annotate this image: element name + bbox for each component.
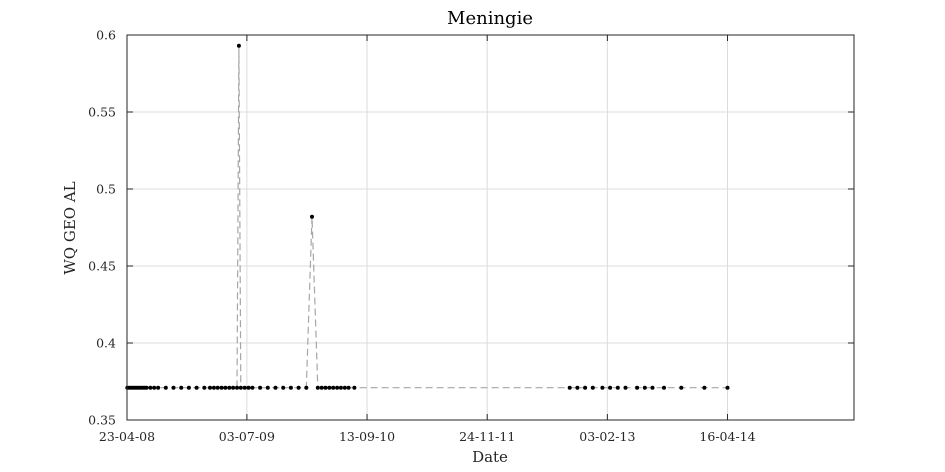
axis-ticks: 23-04-08 03-07-09 13-09-10 24-11-11 03-02-13… (88, 28, 854, 444)
data-point (211, 385, 216, 390)
y-tick-label: 0.4 (96, 336, 116, 351)
data-point (608, 385, 613, 390)
data-point (327, 385, 332, 390)
data-point (235, 385, 239, 390)
x-tick-label: 23-04-08 (99, 429, 155, 444)
data-point (679, 385, 684, 390)
data-point (236, 43, 241, 48)
data-point (650, 385, 655, 390)
data-point (246, 385, 251, 390)
x-tick-label: 16-04-14 (699, 429, 755, 444)
x-tick-label: 03-07-09 (219, 429, 275, 444)
data-point (194, 385, 199, 390)
data-point (623, 385, 628, 390)
data-point (304, 385, 309, 390)
data-point (273, 385, 278, 390)
data-point (179, 385, 184, 390)
data-point (202, 385, 207, 390)
data-point (250, 385, 255, 390)
data-point (227, 385, 232, 390)
data-point (567, 385, 572, 390)
data-point (238, 385, 243, 390)
data-point (635, 385, 640, 390)
data-point (219, 385, 224, 390)
grid (126, 34, 854, 421)
data-point (258, 385, 263, 390)
data-point (590, 385, 595, 390)
data-point (281, 385, 286, 390)
data-point (725, 385, 730, 390)
data-point (310, 214, 314, 219)
data-point (575, 385, 580, 390)
data-point (346, 385, 351, 390)
data-point (615, 385, 620, 390)
plot-area-frame (126, 34, 855, 421)
data-point (338, 385, 343, 390)
data-point (171, 385, 176, 390)
data-point (242, 385, 247, 390)
chart-title: Meningie (447, 8, 533, 29)
data-point (288, 385, 293, 390)
data-point (319, 385, 324, 390)
data-point (215, 385, 220, 390)
data-point (223, 385, 228, 390)
y-tick-label: 0.55 (88, 105, 116, 120)
y-tick-label: 0.5 (96, 182, 116, 197)
data-point (642, 385, 647, 390)
data-point (335, 385, 340, 390)
series-line (127, 45, 728, 389)
y-tick-label: 0.45 (88, 259, 116, 274)
data-point (662, 385, 666, 390)
data-point (331, 385, 336, 390)
data-point (156, 385, 161, 390)
data-point (208, 385, 212, 390)
y-tick-label: 0.6 (96, 28, 116, 43)
x-tick-label: 03-02-13 (579, 429, 635, 444)
data-point (315, 385, 320, 390)
data-point (323, 385, 328, 390)
y-tick-label: 0.35 (88, 413, 116, 428)
data-point (152, 385, 157, 390)
data-point (342, 385, 347, 390)
data-point (296, 385, 301, 390)
data-point (231, 385, 236, 390)
y-axis-label: WQ GEO AL (61, 181, 79, 274)
data-point (163, 385, 168, 390)
data-point (265, 385, 270, 390)
x-tick-label: 13-09-10 (339, 429, 395, 444)
x-tick-label: 24-11-11 (459, 429, 515, 444)
series-layer (125, 43, 730, 390)
data-point (352, 385, 357, 390)
data-point (583, 385, 588, 390)
data-point (600, 385, 605, 390)
data-point (148, 385, 153, 390)
data-point (144, 385, 149, 390)
data-point (186, 385, 191, 390)
x-axis-label: Date (472, 448, 508, 466)
data-point (702, 385, 707, 390)
